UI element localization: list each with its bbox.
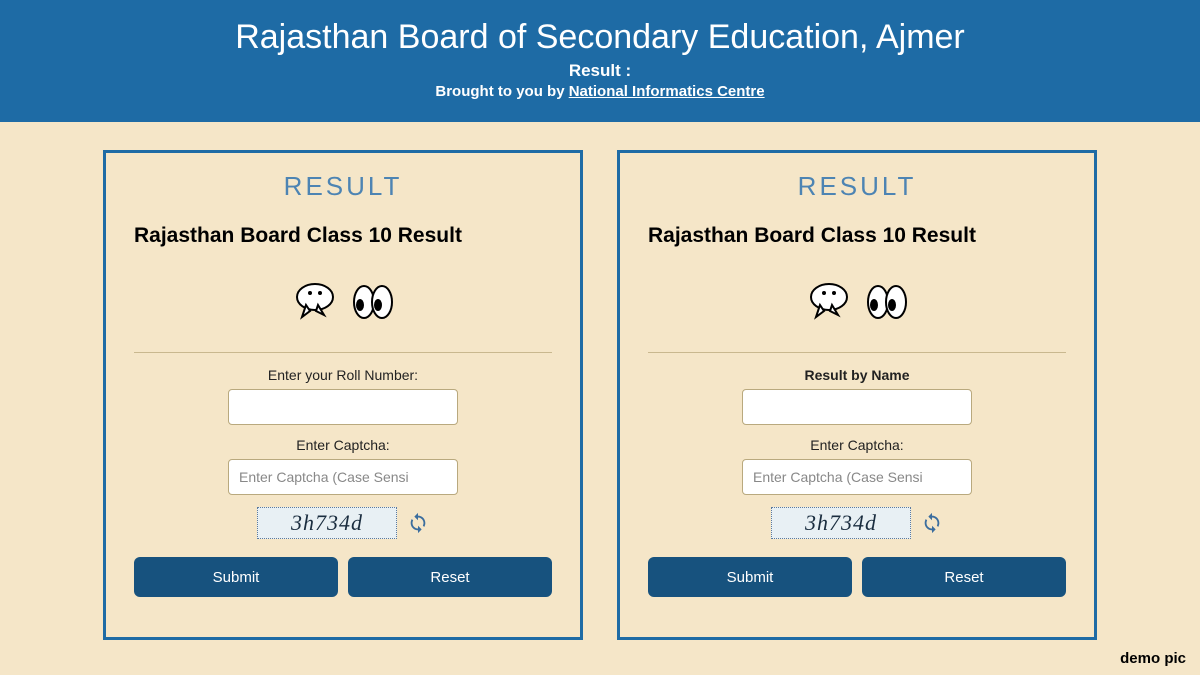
nic-link[interactable]: National Informatics Centre xyxy=(569,83,765,100)
roll-number-label: Enter your Roll Number: xyxy=(134,367,552,383)
submit-button[interactable]: Submit xyxy=(134,557,338,597)
captcha-input[interactable] xyxy=(228,459,458,495)
header-title: Rajasthan Board of Secondary Education, … xyxy=(0,18,1200,57)
hand-eyes-graphic xyxy=(134,270,552,334)
name-input[interactable] xyxy=(742,389,972,425)
captcha-row: 3h734d xyxy=(648,507,1066,539)
reset-button[interactable]: Reset xyxy=(862,557,1066,597)
submit-button[interactable]: Submit xyxy=(648,557,852,597)
result-panel-name: RESULT Rajasthan Board Class 10 Result R… xyxy=(617,150,1097,640)
result-label: RESULT xyxy=(134,171,552,202)
result-label: RESULT xyxy=(648,171,1066,202)
panels-container: RESULT Rajasthan Board Class 10 Result E… xyxy=(0,122,1200,640)
reset-button[interactable]: Reset xyxy=(348,557,552,597)
refresh-icon[interactable] xyxy=(407,512,429,534)
header-subtitle: Result : xyxy=(0,61,1200,81)
name-label: Result by Name xyxy=(648,367,1066,383)
demo-pic-label: demo pic xyxy=(1120,650,1186,667)
hand-eyes-graphic xyxy=(648,270,1066,334)
refresh-icon[interactable] xyxy=(921,512,943,534)
divider xyxy=(648,352,1066,353)
header-banner: Rajasthan Board of Secondary Education, … xyxy=(0,0,1200,122)
header-brought-prefix: Brought to you by xyxy=(435,83,568,100)
pointing-hand-icon xyxy=(802,275,856,329)
button-row: Submit Reset xyxy=(648,557,1066,597)
roll-number-input[interactable] xyxy=(228,389,458,425)
captcha-row: 3h734d xyxy=(134,507,552,539)
eyes-icon xyxy=(348,277,398,327)
eyes-icon xyxy=(862,277,912,327)
header-brought: Brought to you by National Informatics C… xyxy=(0,83,1200,100)
captcha-image: 3h734d xyxy=(257,507,397,539)
divider xyxy=(134,352,552,353)
captcha-input[interactable] xyxy=(742,459,972,495)
pointing-hand-icon xyxy=(288,275,342,329)
result-panel-roll: RESULT Rajasthan Board Class 10 Result E… xyxy=(103,150,583,640)
button-row: Submit Reset xyxy=(134,557,552,597)
captcha-label: Enter Captcha: xyxy=(134,437,552,453)
panel-title: Rajasthan Board Class 10 Result xyxy=(134,224,552,248)
captcha-label: Enter Captcha: xyxy=(648,437,1066,453)
captcha-image: 3h734d xyxy=(771,507,911,539)
panel-title: Rajasthan Board Class 10 Result xyxy=(648,224,1066,248)
